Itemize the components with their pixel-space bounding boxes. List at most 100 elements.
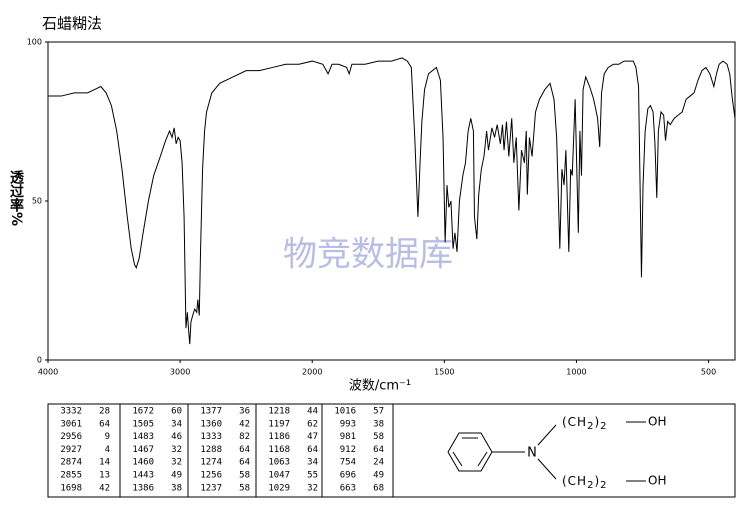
y-tick-label: 100 [27,38,42,47]
peak-wavenumber: 1197 [268,419,290,429]
peak-transmittance: 64 [373,445,384,455]
x-tick-label: 4000 [38,368,58,377]
x-tick-label: 3000 [170,368,190,377]
peak-wavenumber: 1274 [200,458,222,468]
peak-transmittance: 38 [171,483,182,493]
group-text: (CH [562,415,587,429]
y-axis-label: 透过率% [8,170,24,226]
y-tick-label: 50 [32,197,42,206]
peak-wavenumber: 2874 [60,458,82,468]
bond [537,424,557,446]
peak-wavenumber: 1698 [60,483,82,493]
peak-wavenumber: 981 [340,432,356,442]
peak-transmittance: 46 [171,432,182,442]
subscript: 2 [587,421,594,432]
y-tick-label: 0 [37,356,42,365]
group-text: ) [594,415,600,429]
spectrum-line [48,57,736,345]
subscript: 2 [587,480,594,491]
peak-wavenumber: 1288 [200,445,222,455]
peak-wavenumber: 1218 [268,407,290,417]
double-bond [477,451,488,467]
peak-transmittance: 42 [99,483,110,493]
x-axis-label: 波数/cm⁻¹ [349,379,411,394]
peak-wavenumber: 1063 [268,458,290,468]
peak-transmittance: 32 [171,458,182,468]
peak-wavenumber: 696 [340,471,356,481]
peak-transmittance: 36 [239,407,250,417]
peak-wavenumber: 912 [340,445,356,455]
peak-transmittance: 68 [373,483,384,493]
peak-wavenumber: 1505 [132,419,154,429]
watermark: 物竞数据库 [283,235,453,275]
benzene-ring [447,432,493,472]
peak-wavenumber: 2956 [60,432,82,442]
peak-transmittance: 64 [239,445,250,455]
peak-wavenumber: 1672 [132,407,154,417]
peak-transmittance: 49 [373,471,384,481]
subscript: 2 [600,480,607,491]
peak-wavenumber: 1467 [132,445,154,455]
peak-wavenumber: 663 [340,483,356,493]
peak-wavenumber: 993 [340,419,356,429]
peak-wavenumber: 1029 [268,483,290,493]
peak-wavenumber: 1377 [200,407,222,417]
peak-wavenumber: 1186 [268,432,290,442]
peak-transmittance: 14 [99,458,110,468]
peak-transmittance: 82 [239,432,250,442]
peak-transmittance: 60 [171,407,182,417]
peak-transmittance: 55 [307,471,318,481]
peak-transmittance: 58 [239,471,250,481]
peak-transmittance: 58 [373,432,384,442]
peak-wavenumber: 2855 [60,471,82,481]
peak-wavenumber: 1016 [334,407,356,417]
peak-transmittance: 57 [373,407,384,417]
peak-wavenumber: 1360 [200,419,222,429]
terminal-label: OH [648,415,666,429]
terminal-label: OH [648,474,666,488]
peak-transmittance: 64 [307,445,318,455]
peak-transmittance: 28 [99,407,110,417]
peak-transmittance: 62 [307,419,318,429]
x-tick-label: 1500 [434,368,454,377]
peak-transmittance: 34 [171,419,182,429]
peak-transmittance: 47 [307,432,318,442]
peak-transmittance: 13 [99,471,110,481]
peak-wavenumber: 1047 [268,471,290,481]
peak-transmittance: 9 [105,432,110,442]
peak-wavenumber: 3061 [60,419,82,429]
double-bond [452,451,463,467]
peak-wavenumber: 1443 [132,471,154,481]
peak-transmittance: 32 [307,483,318,493]
peak-wavenumber: 1483 [132,432,154,442]
peak-transmittance: 64 [99,419,110,429]
peak-wavenumber: 754 [340,458,356,468]
peak-transmittance: 24 [373,458,384,468]
peak-transmittance: 44 [307,407,318,417]
x-tick-label: 500 [701,368,716,377]
group-text: ) [594,474,600,488]
peak-wavenumber: 1256 [200,471,222,481]
peak-wavenumber: 2927 [60,445,82,455]
peak-wavenumber: 1333 [200,432,222,442]
bond [537,458,557,480]
plot-frame [47,41,736,361]
peak-transmittance: 32 [171,445,182,455]
atom-label: N [527,446,537,461]
x-tick-label: 1000 [566,368,586,377]
peak-transmittance: 49 [171,471,182,481]
group-text: (CH [562,474,587,488]
peak-transmittance: 38 [373,419,384,429]
peak-wavenumber: 1168 [268,445,290,455]
peak-wavenumber: 3332 [60,407,82,417]
subscript: 2 [600,421,607,432]
peak-transmittance: 4 [105,445,110,455]
peak-wavenumber: 1460 [132,458,154,468]
x-tick-label: 2000 [302,368,322,377]
info-frame [47,403,736,498]
peak-wavenumber: 1386 [132,483,154,493]
chart-title: 石蜡糊法 [42,15,102,33]
peak-wavenumber: 1237 [200,483,222,493]
group-label: (CH2)2 [562,474,608,492]
peak-transmittance: 64 [239,458,250,468]
